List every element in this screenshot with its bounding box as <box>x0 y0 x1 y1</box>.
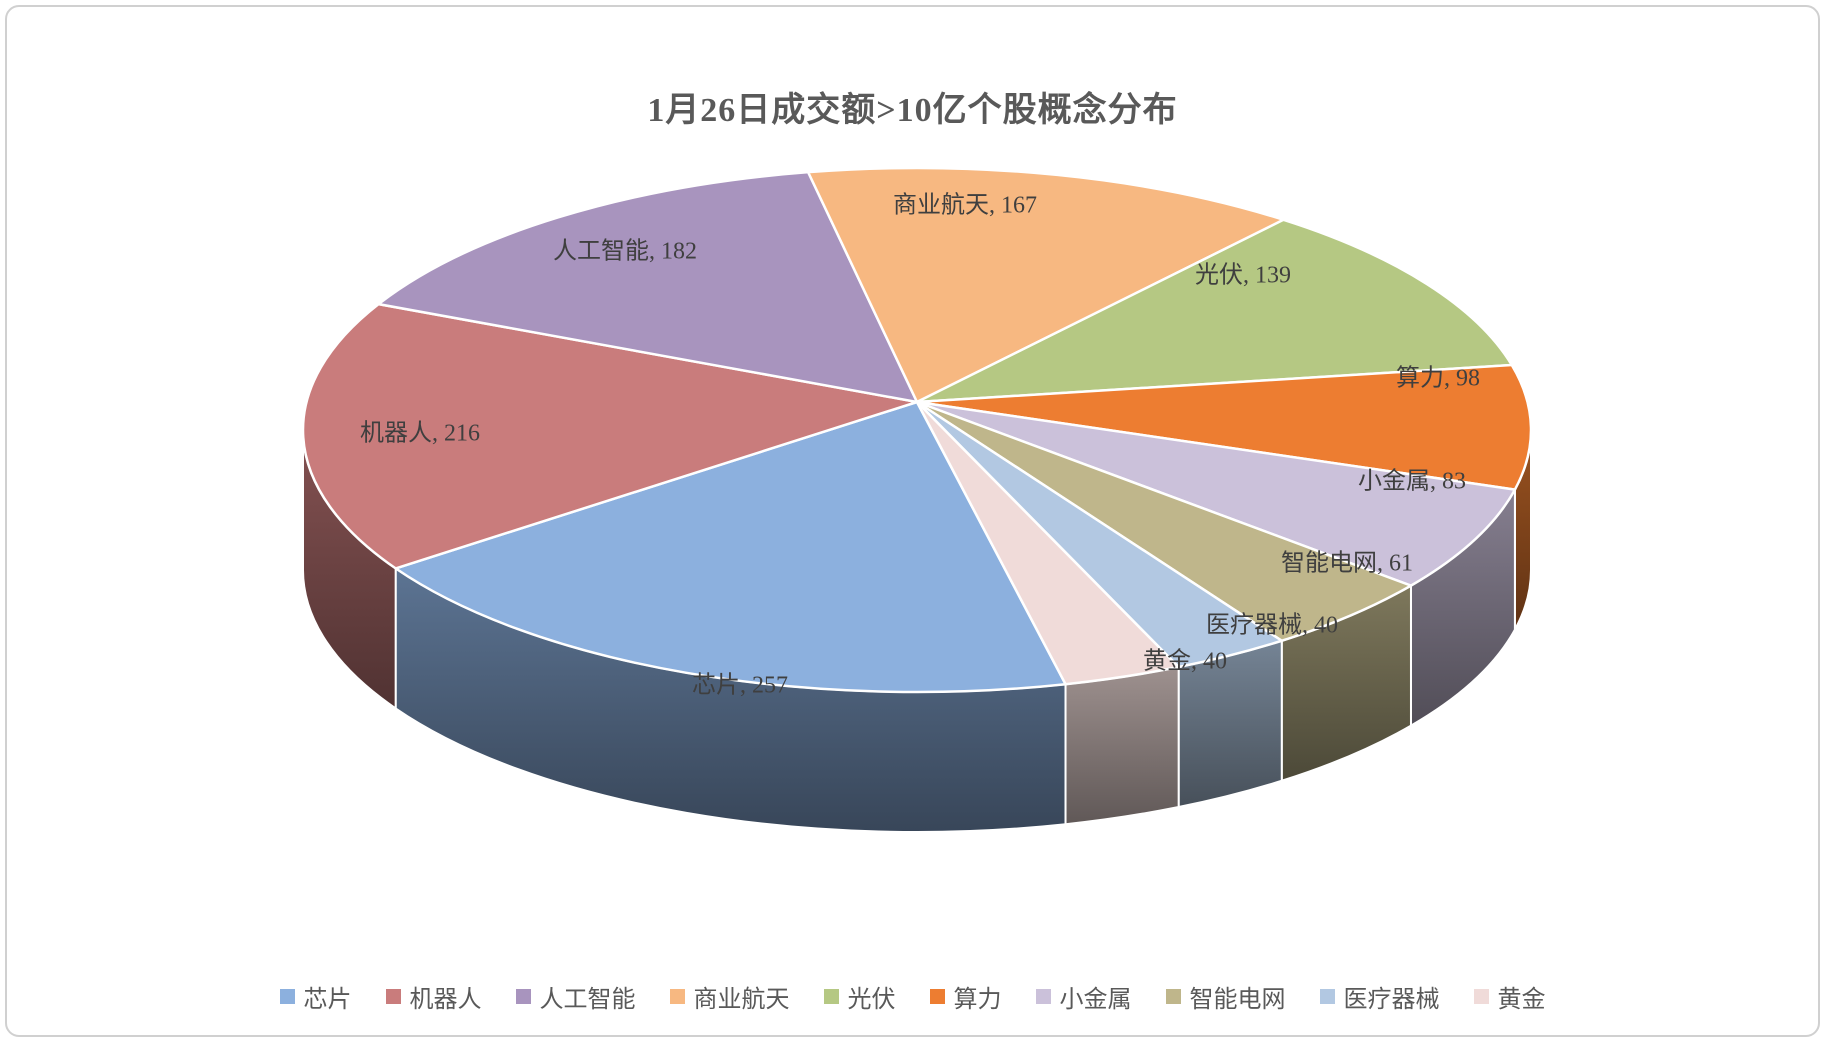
legend-marker-icon <box>279 989 295 1004</box>
pie-slice-6[interactable] <box>915 400 1517 587</box>
legend-item-6[interactable]: 小金属 <box>1035 979 1132 1014</box>
legend-item-4[interactable]: 光伏 <box>823 979 896 1014</box>
data-label-5: 算力, 98 <box>1396 365 1480 392</box>
legend-item-5[interactable]: 算力 <box>929 979 1002 1014</box>
legend-label: 算力 <box>953 987 1002 1013</box>
data-label-6: 小金属, 83 <box>1358 468 1466 495</box>
legend: 芯片 机器人 人工智能 商业航天 光伏 算力 小金属 智能电网 医疗器械 黄金 <box>0 979 1825 1014</box>
legend-item-2[interactable]: 人工智能 <box>515 979 636 1014</box>
data-label-1: 机器人, 216 <box>360 420 480 447</box>
legend-label: 芯片 <box>303 987 352 1013</box>
data-label-0: 芯片, 257 <box>692 672 788 699</box>
data-label-4: 光伏, 139 <box>1195 262 1291 289</box>
pie-slice-1[interactable] <box>301 302 919 570</box>
legend-marker-icon <box>669 989 685 1004</box>
legend-item-8[interactable]: 医疗器械 <box>1319 979 1440 1014</box>
pie-slice-2[interactable] <box>377 170 919 404</box>
legend-label: 人工智能 <box>539 987 636 1013</box>
legend-marker-icon <box>1165 989 1181 1004</box>
legend-label: 商业航天 <box>693 987 790 1013</box>
legend-label: 黄金 <box>1497 987 1546 1013</box>
data-label-9: 黄金, 40 <box>1143 648 1227 675</box>
pie-slice-4[interactable] <box>915 218 1514 404</box>
legend-marker-icon <box>515 989 531 1004</box>
legend-item-9[interactable]: 黄金 <box>1473 979 1546 1014</box>
legend-label: 光伏 <box>847 987 896 1013</box>
legend-label: 医疗器械 <box>1343 987 1440 1013</box>
legend-marker-icon <box>823 989 839 1004</box>
legend-marker-icon <box>929 989 945 1004</box>
pie-slice-0[interactable] <box>394 400 1067 694</box>
legend-item-7[interactable]: 智能电网 <box>1165 979 1286 1014</box>
legend-item-1[interactable]: 机器人 <box>385 979 482 1014</box>
legend-item-0[interactable]: 芯片 <box>279 979 352 1014</box>
legend-label: 小金属 <box>1059 987 1132 1013</box>
pie-slice-5[interactable] <box>915 363 1533 491</box>
legend-marker-icon <box>1035 989 1051 1004</box>
chart-title: 1月26日成交额>10亿个股概念分布 <box>647 92 1178 129</box>
legend-marker-icon <box>1319 989 1335 1004</box>
legend-label: 智能电网 <box>1189 987 1286 1013</box>
legend-marker-icon <box>1473 989 1489 1004</box>
pie-slice-7[interactable] <box>915 400 1413 642</box>
data-label-2: 人工智能, 182 <box>553 238 697 265</box>
pie-slice-9[interactable] <box>915 400 1180 686</box>
data-label-3: 商业航天, 167 <box>893 192 1037 219</box>
legend-marker-icon <box>385 989 401 1004</box>
legend-label: 机器人 <box>409 987 482 1013</box>
pie-slice-3[interactable] <box>806 166 1285 404</box>
legend-item-3[interactable]: 商业航天 <box>669 979 790 1014</box>
pie-slice-side-9 <box>1064 666 1180 826</box>
data-label-8: 医疗器械, 40 <box>1206 612 1338 639</box>
data-label-7: 智能电网, 61 <box>1281 550 1413 577</box>
